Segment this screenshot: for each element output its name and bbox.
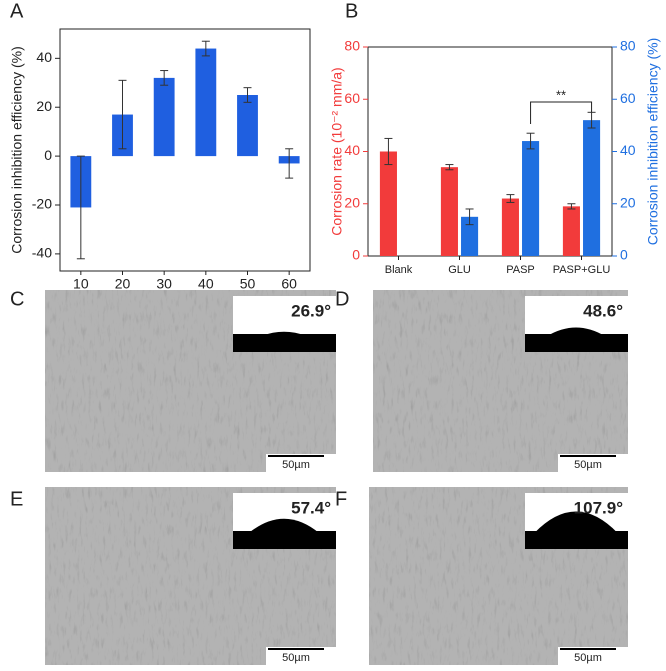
y-tick-label: 0 bbox=[352, 247, 360, 263]
y-tick-label: 0 bbox=[44, 147, 52, 163]
plot-frame bbox=[59, 28, 311, 272]
y-tick-label: 20 bbox=[36, 98, 52, 114]
bar bbox=[522, 141, 540, 256]
y-axis-label: Corrosion rate (10⁻² mm/a) bbox=[329, 67, 345, 235]
bar bbox=[379, 151, 397, 256]
panel-label: E bbox=[10, 488, 23, 510]
y-tick-label: 20 bbox=[344, 194, 360, 210]
y-tick-label: 40 bbox=[36, 49, 52, 65]
scale-bar-bg bbox=[266, 454, 336, 472]
panel-label: C bbox=[10, 288, 24, 310]
panel-label: D bbox=[335, 288, 349, 310]
contact-angle: 107.9° bbox=[574, 498, 624, 517]
droplet-substrate bbox=[525, 334, 628, 352]
contact-angle: 48.6° bbox=[583, 301, 623, 320]
bar bbox=[461, 216, 479, 256]
panel-label: F bbox=[335, 488, 347, 510]
y-tick-label: -40 bbox=[32, 245, 52, 261]
x-tick-label: 10 bbox=[73, 276, 89, 292]
x-tick-label: 40 bbox=[198, 276, 214, 292]
significance-label: ** bbox=[556, 87, 566, 102]
x-tick-label: 30 bbox=[156, 276, 172, 292]
y2-axis-label: Corrosion inhibition efficiency (%) bbox=[645, 38, 661, 246]
x-tick-label: PASP+GLU bbox=[553, 264, 611, 276]
droplet-substrate bbox=[233, 334, 336, 352]
y2-tick-label: 60 bbox=[620, 90, 636, 106]
bar bbox=[153, 77, 175, 157]
x-tick-label: GLU bbox=[448, 264, 471, 276]
y2-tick-label: 20 bbox=[620, 194, 636, 210]
bar bbox=[562, 206, 580, 256]
x-tick-label: Blank bbox=[385, 264, 413, 276]
x-tick-label: 20 bbox=[115, 276, 131, 292]
droplet-substrate bbox=[233, 531, 336, 549]
x-tick-label: PASP bbox=[506, 264, 535, 276]
panel-label: B bbox=[345, 0, 358, 22]
bar bbox=[501, 198, 519, 256]
y-tick-label: 80 bbox=[344, 38, 360, 54]
scale-bar-bg bbox=[266, 647, 336, 665]
bar bbox=[195, 48, 217, 157]
scale-bar-label: 50µm bbox=[282, 652, 310, 664]
y2-tick-label: 0 bbox=[620, 247, 628, 263]
y2-tick-label: 80 bbox=[620, 38, 636, 54]
scale-bar-bg bbox=[558, 647, 628, 665]
bar bbox=[583, 120, 601, 257]
bar bbox=[440, 167, 458, 256]
y-tick-label: 60 bbox=[344, 90, 360, 106]
scale-bar-bg bbox=[558, 454, 628, 472]
droplet bbox=[261, 331, 307, 336]
y2-tick-label: 40 bbox=[620, 142, 636, 158]
bar bbox=[237, 95, 258, 157]
droplet bbox=[547, 327, 605, 336]
contact-angle: 26.9° bbox=[291, 301, 331, 320]
y-axis-label: Corrosion inhibition efficiency (%) bbox=[9, 46, 25, 254]
y-tick-label: 40 bbox=[344, 142, 360, 158]
panel-label: A bbox=[10, 0, 24, 22]
droplet bbox=[534, 511, 618, 533]
significance-bracket bbox=[530, 101, 593, 124]
y-tick-label: -20 bbox=[32, 196, 52, 212]
contact-angle: 57.4° bbox=[291, 498, 331, 517]
x-tick-label: 60 bbox=[281, 276, 297, 292]
droplet-substrate bbox=[525, 531, 628, 549]
scale-bar-label: 50µm bbox=[574, 652, 602, 664]
scale-bar-label: 50µm bbox=[282, 459, 310, 471]
droplet bbox=[248, 518, 320, 533]
scale-bar-label: 50µm bbox=[574, 459, 602, 471]
x-tick-label: 50 bbox=[240, 276, 256, 292]
